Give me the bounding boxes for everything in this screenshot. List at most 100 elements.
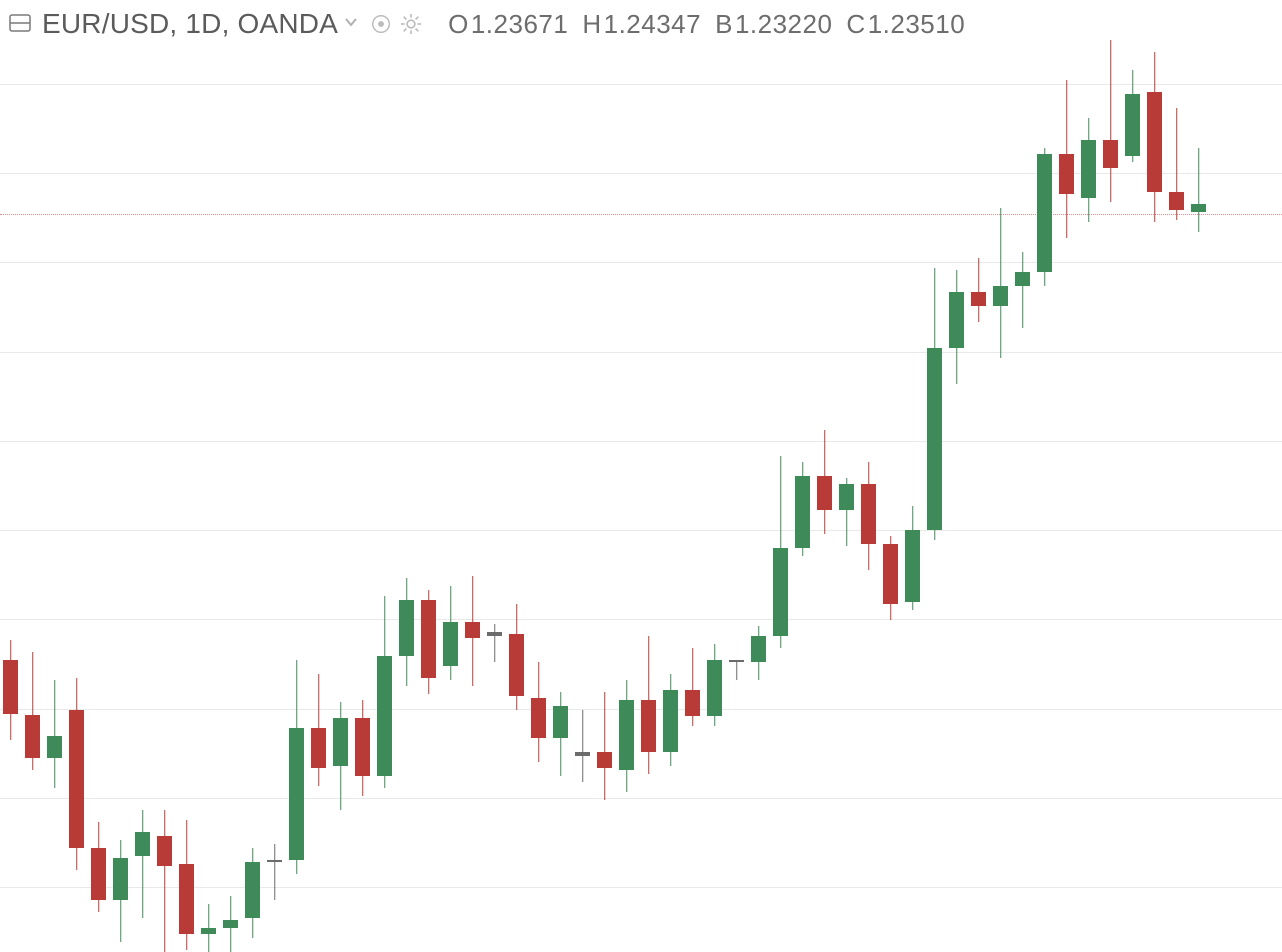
candle-body bbox=[839, 484, 854, 510]
candle-body bbox=[443, 622, 458, 666]
candle bbox=[245, 0, 260, 952]
candle-body bbox=[729, 660, 744, 662]
candle-body bbox=[399, 600, 414, 656]
candle bbox=[377, 0, 392, 952]
candle bbox=[575, 0, 590, 952]
chart-area[interactable] bbox=[0, 0, 1282, 952]
candle bbox=[817, 0, 832, 952]
candle-body bbox=[267, 860, 282, 862]
candle bbox=[223, 0, 238, 952]
candle-body bbox=[773, 548, 788, 636]
candle-body bbox=[25, 715, 40, 758]
candle bbox=[685, 0, 700, 952]
candle-body bbox=[927, 348, 942, 530]
candle-body bbox=[1147, 92, 1162, 192]
close-value: 1.23510 bbox=[868, 9, 965, 40]
candle bbox=[1081, 0, 1096, 952]
candle-body bbox=[201, 928, 216, 934]
candle-body bbox=[1169, 192, 1184, 210]
candle bbox=[289, 0, 304, 952]
high-label: H bbox=[582, 9, 601, 40]
high-value: 1.24347 bbox=[604, 9, 701, 40]
candle-body bbox=[1125, 94, 1140, 156]
candle bbox=[267, 0, 282, 952]
candle-body bbox=[157, 836, 172, 866]
candle-wick bbox=[1198, 148, 1200, 232]
candle-wick bbox=[494, 624, 496, 662]
chevron-down-icon[interactable] bbox=[344, 15, 358, 34]
candle-body bbox=[3, 660, 18, 714]
symbol-label[interactable]: EUR/USD, 1D, OANDA bbox=[42, 8, 338, 40]
candle bbox=[443, 0, 458, 952]
candle bbox=[927, 0, 942, 952]
candle-body bbox=[1191, 204, 1206, 212]
candle bbox=[971, 0, 986, 952]
candle-body bbox=[575, 752, 590, 756]
candle-wick bbox=[582, 710, 584, 782]
candle-body bbox=[1037, 154, 1052, 272]
candle bbox=[905, 0, 920, 952]
candle bbox=[795, 0, 810, 952]
candle-body bbox=[751, 636, 766, 662]
candle-body bbox=[333, 718, 348, 766]
candle bbox=[861, 0, 876, 952]
candle-body bbox=[861, 484, 876, 544]
candle bbox=[69, 0, 84, 952]
candle-body bbox=[421, 600, 436, 678]
candle-body bbox=[1015, 272, 1030, 286]
candle bbox=[201, 0, 216, 952]
candle-body bbox=[597, 752, 612, 768]
candle bbox=[1191, 0, 1206, 952]
candle bbox=[707, 0, 722, 952]
candle bbox=[949, 0, 964, 952]
candle-wick bbox=[1110, 40, 1112, 202]
chart-container: EUR/USD, 1D, OANDA O 1.23671 H 1.24347 B bbox=[0, 0, 1282, 952]
candle-body bbox=[663, 690, 678, 752]
candle bbox=[1037, 0, 1052, 952]
bid-label: B bbox=[715, 9, 733, 40]
candle-body bbox=[641, 700, 656, 752]
candle-body bbox=[883, 544, 898, 604]
candle-wick bbox=[164, 810, 166, 952]
candle-body bbox=[289, 728, 304, 860]
candle-body bbox=[1081, 140, 1096, 198]
candle-body bbox=[47, 736, 62, 758]
eye-icon[interactable] bbox=[368, 11, 394, 37]
candle bbox=[751, 0, 766, 952]
menu-icon[interactable] bbox=[6, 10, 34, 38]
candle-body bbox=[531, 698, 546, 738]
candle-body bbox=[553, 706, 568, 738]
candlestick-series bbox=[0, 0, 1282, 952]
candle bbox=[553, 0, 568, 952]
candle-wick bbox=[1022, 252, 1024, 328]
candle bbox=[531, 0, 546, 952]
close-label: C bbox=[846, 9, 865, 40]
candle-body bbox=[993, 286, 1008, 306]
candle bbox=[179, 0, 194, 952]
candle bbox=[1169, 0, 1184, 952]
ohlc-readout: O 1.23671 H 1.24347 B 1.23220 C 1.23510 bbox=[434, 9, 965, 40]
candle bbox=[333, 0, 348, 952]
candle-body bbox=[223, 920, 238, 928]
candle bbox=[135, 0, 150, 952]
candle-body bbox=[69, 710, 84, 848]
candle-wick bbox=[736, 660, 738, 680]
candle-body bbox=[971, 292, 986, 306]
candle bbox=[773, 0, 788, 952]
candle-body bbox=[377, 656, 392, 776]
candle-wick bbox=[604, 692, 606, 800]
candle bbox=[839, 0, 854, 952]
candle bbox=[597, 0, 612, 952]
candle-body bbox=[135, 832, 150, 856]
candle bbox=[663, 0, 678, 952]
candle bbox=[641, 0, 656, 952]
candle bbox=[1015, 0, 1030, 952]
candle-body bbox=[619, 700, 634, 770]
open-label: O bbox=[448, 9, 469, 40]
gear-icon[interactable] bbox=[398, 11, 424, 37]
candle-body bbox=[113, 858, 128, 900]
candle-body bbox=[1059, 154, 1074, 194]
candle-body bbox=[1103, 140, 1118, 168]
candle-wick bbox=[1000, 208, 1002, 358]
candle-body bbox=[685, 690, 700, 716]
